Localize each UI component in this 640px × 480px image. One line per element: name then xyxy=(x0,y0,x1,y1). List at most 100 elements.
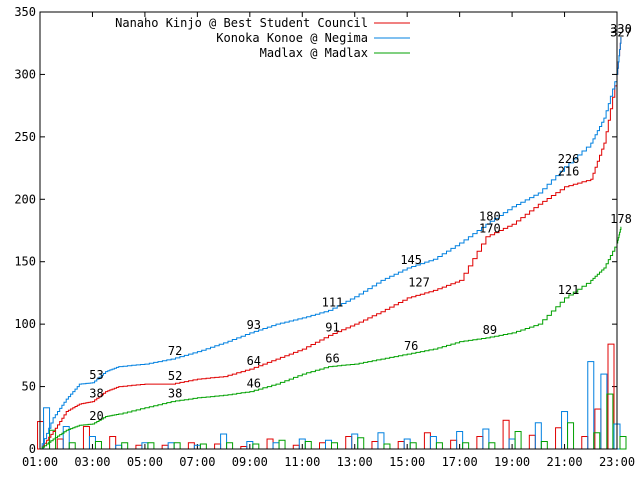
x-tick-label: 19:00 xyxy=(494,455,530,469)
hourly-bar xyxy=(187,442,195,450)
value-label: 170 xyxy=(479,222,501,236)
hourly-bar xyxy=(619,436,627,450)
legend-entry-label: Konoka Konoe @ Negima xyxy=(216,31,368,45)
hourly-bar xyxy=(161,444,169,450)
hourly-bar xyxy=(435,442,443,450)
legend: Nanaho Kinjo @ Best Student CouncilKonok… xyxy=(115,16,410,60)
x-tick-label: 07:00 xyxy=(179,455,215,469)
y-tick-label: 50 xyxy=(22,380,36,394)
y-tick-label: 100 xyxy=(14,317,36,331)
x-tick-label: 05:00 xyxy=(127,455,163,469)
hourly-bar xyxy=(561,411,569,450)
value-label: 145 xyxy=(400,253,422,267)
value-label: 46 xyxy=(247,377,261,391)
hourly-bar xyxy=(476,436,484,450)
hourly-bar xyxy=(600,373,608,450)
tick-marks xyxy=(39,11,618,450)
value-label: 111 xyxy=(322,295,344,309)
hourly-bar xyxy=(450,439,458,450)
hourly-bar xyxy=(423,432,431,450)
hourly-bar xyxy=(304,441,312,450)
hourly-bar xyxy=(109,436,117,450)
value-label: 66 xyxy=(325,352,339,366)
value-label: 330 xyxy=(610,22,632,36)
hourly-bar xyxy=(319,442,326,450)
value-label: 52 xyxy=(168,369,182,383)
axis-tick-labels: 0 50 100 150 200 250 300 350 01:00 03:00 05:00 07:0… xyxy=(14,5,635,469)
value-label: 93 xyxy=(247,318,261,332)
x-tick-label: 03:00 xyxy=(74,455,110,469)
hourly-bar xyxy=(220,433,228,450)
hourly-bar xyxy=(167,442,175,450)
plot-frame xyxy=(39,11,618,450)
value-label: 91 xyxy=(325,320,339,334)
x-tick-label: 01:00 xyxy=(22,455,58,469)
value-label: 38 xyxy=(168,387,182,401)
hourly-bar xyxy=(199,443,207,450)
hourly-bar xyxy=(502,419,510,450)
hourly-bar xyxy=(226,442,234,450)
hourly-bar xyxy=(587,361,595,450)
hourly-bar xyxy=(383,443,391,450)
x-tick-label: 23:00 xyxy=(599,455,635,469)
hourly-bar xyxy=(252,443,260,450)
value-label: 178 xyxy=(610,212,632,226)
value-label: 53 xyxy=(89,368,103,382)
hourly-bar xyxy=(325,439,332,450)
value-label: 64 xyxy=(247,354,261,368)
value-label: 72 xyxy=(168,344,182,358)
cumulative-lines xyxy=(40,37,622,450)
hourly-bar xyxy=(115,444,123,450)
hourly-bar xyxy=(371,441,379,450)
hourly-bar xyxy=(488,442,496,450)
y-tick-label: 200 xyxy=(14,192,36,206)
x-tick-label: 21:00 xyxy=(546,455,582,469)
hourly-bar xyxy=(357,437,365,450)
value-label: 89 xyxy=(483,323,497,337)
hourly-bar xyxy=(147,442,155,450)
hourly-bar xyxy=(82,426,90,450)
hourly-bar xyxy=(345,436,353,450)
x-tick-label: 09:00 xyxy=(232,455,268,469)
y-tick-label: 250 xyxy=(14,130,36,144)
series-line xyxy=(40,226,622,450)
value-label: 20 xyxy=(89,409,103,423)
hourly-bar xyxy=(331,442,338,450)
hourly-bar xyxy=(534,422,542,450)
hourly-bar xyxy=(397,441,405,450)
hourly-bar xyxy=(555,427,563,450)
hourly-bar xyxy=(540,441,548,450)
y-tick-label: 350 xyxy=(14,5,36,19)
x-tick-label: 15:00 xyxy=(389,455,425,469)
hourly-bar xyxy=(278,439,286,450)
value-label: 38 xyxy=(89,387,103,401)
hourly-bar xyxy=(135,444,143,450)
hourly-bar xyxy=(121,442,129,450)
hourly-bar xyxy=(482,428,490,450)
y-tick-label: 300 xyxy=(14,67,36,81)
value-label: 180 xyxy=(479,209,501,223)
hourly-bar xyxy=(173,442,181,450)
value-label: 327 xyxy=(610,26,632,40)
series-line xyxy=(40,37,622,450)
hourly-bar xyxy=(214,443,222,450)
y-tick-label: 0 xyxy=(29,442,36,456)
hourly-bar xyxy=(272,442,280,450)
hourly-bar xyxy=(292,444,300,450)
hourly-bar xyxy=(514,431,522,450)
value-label: 76 xyxy=(404,339,418,353)
hourly-bar xyxy=(462,442,470,450)
hourly-bar xyxy=(49,429,57,450)
hourly-bar xyxy=(377,432,385,450)
value-label: 121 xyxy=(558,283,580,297)
y-tick-label: 150 xyxy=(14,255,36,269)
legend-entry-label: Nanaho Kinjo @ Best Student Council xyxy=(115,16,368,30)
x-tick-label: 13:00 xyxy=(337,455,373,469)
hourly-bar xyxy=(567,422,575,450)
hourly-bar xyxy=(581,436,589,450)
x-tick-label: 11:00 xyxy=(284,455,320,469)
value-label: 127 xyxy=(408,275,430,289)
legend-entry-label: Madlax @ Madlax xyxy=(260,46,368,60)
value-label: 216 xyxy=(558,164,580,178)
